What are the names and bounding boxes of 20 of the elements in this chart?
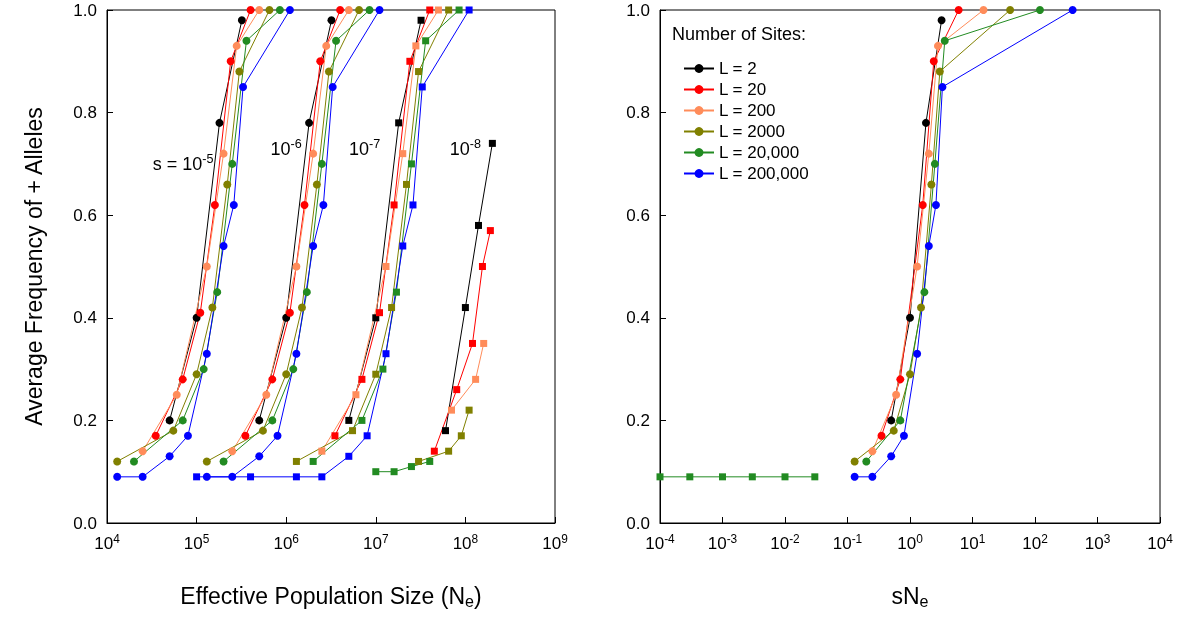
y-tick-label: 0.0 [73, 513, 97, 533]
y-tick-label: 1.0 [626, 0, 650, 20]
legend-label: L = 20,000 [719, 143, 800, 162]
y-tick-label: 0.8 [73, 103, 97, 123]
y-tick-label: 0.0 [626, 513, 650, 533]
y-tick-label: 0.4 [626, 308, 650, 328]
legend-label: L = 20 [719, 80, 767, 99]
y-tick-label: 0.6 [73, 205, 97, 225]
y-tick-label: 0.2 [626, 410, 650, 430]
legend-label: L = 200 [719, 101, 776, 120]
y-tick-label: 0.4 [73, 308, 97, 328]
y-tick-label: 0.2 [73, 410, 97, 430]
legend-title: Number of Sites: [672, 24, 807, 44]
y-tick-label: 0.6 [626, 205, 650, 225]
y-axis-title: Average Frequency of + Alleles [20, 107, 47, 426]
legend-label: L = 2 [719, 59, 757, 78]
y-tick-label: 1.0 [73, 0, 97, 20]
y-tick-label: 0.8 [626, 103, 650, 123]
legend-label: L = 200,000 [719, 164, 809, 183]
legend-label: L = 2000 [719, 122, 786, 141]
